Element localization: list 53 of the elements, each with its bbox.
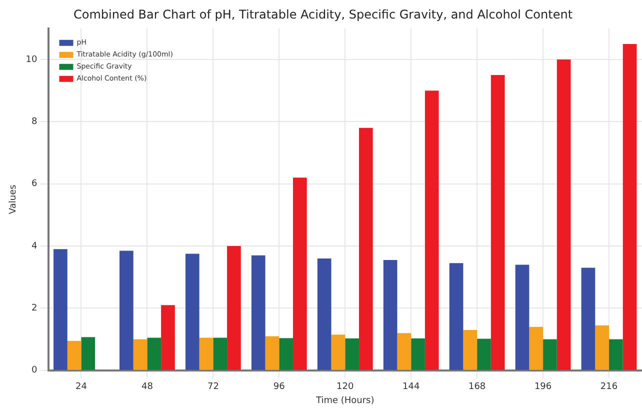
chart-title: Combined Bar Chart of pH, Titratable Acidity, Specific Gravity, and Alcohol Content [73, 7, 573, 22]
bar [595, 325, 610, 370]
bar [345, 338, 359, 370]
bar [622, 44, 637, 370]
bar [463, 330, 478, 370]
x-axis-title: Time (Hours) [314, 396, 374, 406]
x-tick-label: 120 [336, 382, 354, 392]
bar [265, 336, 280, 370]
x-tick-label: 216 [600, 382, 618, 392]
bar [556, 59, 571, 370]
bar [397, 333, 412, 370]
bar [185, 254, 200, 370]
bar [490, 75, 505, 370]
y-tick-label: 8 [32, 117, 38, 128]
bar [477, 338, 491, 370]
y-tick-label: 2 [32, 304, 38, 314]
y-tick-label: 0 [32, 366, 38, 376]
bar [424, 90, 439, 370]
y-tick-label: 4 [32, 241, 38, 252]
bar [609, 339, 623, 370]
bar [279, 338, 294, 370]
y-tick-label: 6 [32, 179, 38, 190]
bar [515, 264, 530, 370]
x-tick-label: 72 [207, 382, 219, 392]
bar [67, 340, 82, 370]
bar [383, 260, 398, 370]
bar [147, 338, 162, 370]
bar [543, 339, 557, 370]
bar [161, 305, 175, 370]
x-tick-label: 144 [402, 382, 420, 392]
bar [529, 326, 544, 370]
y-axis-title: Values [8, 184, 19, 214]
x-tick-label: 196 [534, 382, 552, 392]
bar [120, 250, 134, 370]
bar [331, 334, 346, 370]
bar [581, 268, 596, 370]
x-tick-label: 48 [141, 382, 154, 392]
x-tick-label: 24 [76, 382, 88, 392]
bar [81, 337, 96, 370]
y-tick-label: 10 [26, 54, 38, 65]
bar [411, 338, 425, 370]
x-tick-label: 168 [468, 382, 486, 392]
bar [251, 255, 266, 370]
bar [317, 258, 332, 370]
bar [54, 249, 68, 370]
bar [213, 338, 228, 370]
bar [293, 178, 307, 370]
bar [227, 246, 241, 370]
bar [358, 128, 373, 370]
bar [133, 339, 148, 370]
bar [199, 338, 214, 370]
x-tick-label: 96 [273, 382, 286, 392]
bar [449, 263, 464, 370]
